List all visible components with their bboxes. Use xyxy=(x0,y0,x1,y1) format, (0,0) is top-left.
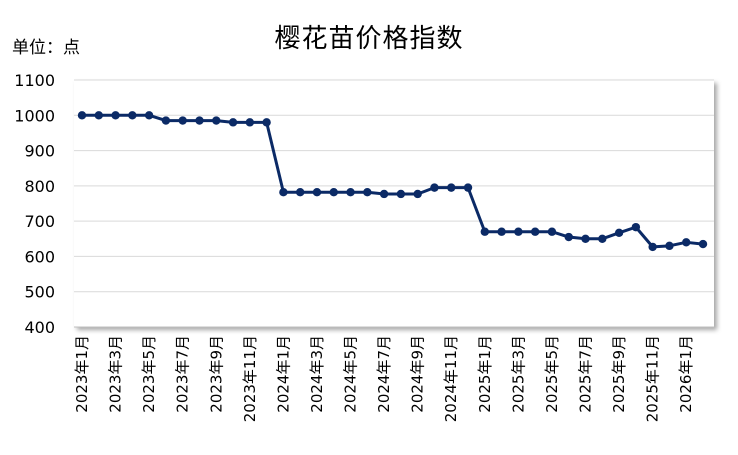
x-tick-label: 2024年1月 xyxy=(274,335,292,413)
y-tick-label: 700 xyxy=(24,212,55,231)
data-point xyxy=(614,228,624,237)
chart-title: 樱花苗价格指数 xyxy=(274,24,464,54)
data-point xyxy=(363,188,372,197)
x-tick-label: 2023年1月 xyxy=(73,335,91,413)
data-point xyxy=(245,118,255,127)
data-point xyxy=(631,222,641,232)
data-point xyxy=(648,242,657,252)
data-point xyxy=(547,227,557,236)
y-tick-label: 1000 xyxy=(14,106,55,125)
y-tick-label: 1100 xyxy=(14,71,55,90)
data-point xyxy=(447,183,456,192)
data-point xyxy=(228,118,238,127)
plot-area xyxy=(74,80,714,327)
data-point xyxy=(144,111,154,120)
x-tick-label: 2024年9月 xyxy=(409,335,427,413)
x-tick-label: 2024年7月 xyxy=(375,335,393,413)
x-tick-label: 2024年11月 xyxy=(442,335,460,422)
data-point xyxy=(262,118,271,127)
data-point xyxy=(665,241,674,251)
data-point xyxy=(329,188,338,197)
data-point xyxy=(212,116,221,125)
x-tick-label: 2023年3月 xyxy=(107,335,125,413)
data-point xyxy=(530,227,540,236)
y-tick-label: 500 xyxy=(24,283,55,302)
data-point xyxy=(480,227,490,236)
x-tick-label: 2025年7月 xyxy=(577,335,595,413)
data-point xyxy=(178,116,187,125)
data-point xyxy=(463,183,473,192)
x-tick-label: 2023年9月 xyxy=(207,335,225,413)
data-point xyxy=(698,239,708,249)
y-tick-label: 900 xyxy=(24,142,55,161)
y-tick-label: 800 xyxy=(24,177,55,196)
data-point xyxy=(111,111,120,120)
y-axis-ticks: 1100 1000 900 800 700 600 500 400 xyxy=(14,71,55,337)
x-tick-label: 2023年11月 xyxy=(241,335,259,422)
data-point xyxy=(514,227,523,236)
data-point xyxy=(161,116,171,125)
y-tick-label: 600 xyxy=(24,247,55,266)
x-tick-label: 2024年3月 xyxy=(308,335,326,413)
x-tick-label: 2023年7月 xyxy=(174,335,192,413)
data-point xyxy=(564,232,573,242)
x-tick-label: 2025年9月 xyxy=(610,335,628,413)
data-point xyxy=(379,189,389,199)
data-point xyxy=(295,188,305,197)
data-point xyxy=(581,234,590,243)
gridlines xyxy=(74,79,714,328)
data-point xyxy=(346,188,355,197)
unit-label: 单位：点 xyxy=(12,38,80,58)
x-tick-label: 2025年11月 xyxy=(644,335,662,422)
x-axis-ticks: 2023年1月 2023年3月 2023年5月 2023年7月 2023年9月 2023年… xyxy=(73,335,695,422)
x-tick-label: 2025年3月 xyxy=(509,335,527,413)
data-point xyxy=(413,189,422,199)
data-point xyxy=(77,111,87,120)
series-1 xyxy=(77,111,708,252)
x-tick-label: 2023年5月 xyxy=(140,335,158,413)
data-point xyxy=(279,188,288,197)
data-point xyxy=(128,111,137,120)
x-tick-label: 2026年1月 xyxy=(677,335,695,413)
data-point xyxy=(312,188,322,197)
data-point xyxy=(396,189,406,199)
data-point xyxy=(430,183,439,192)
data-point xyxy=(682,238,691,247)
y-tick-label: 400 xyxy=(24,318,55,337)
x-tick-label: 2025年5月 xyxy=(543,335,561,413)
x-tick-label: 2025年1月 xyxy=(476,335,494,413)
data-point xyxy=(94,111,103,120)
x-tick-label: 2024年5月 xyxy=(342,335,360,413)
data-point xyxy=(598,234,607,243)
data-point xyxy=(497,227,506,236)
data-point xyxy=(195,116,204,125)
